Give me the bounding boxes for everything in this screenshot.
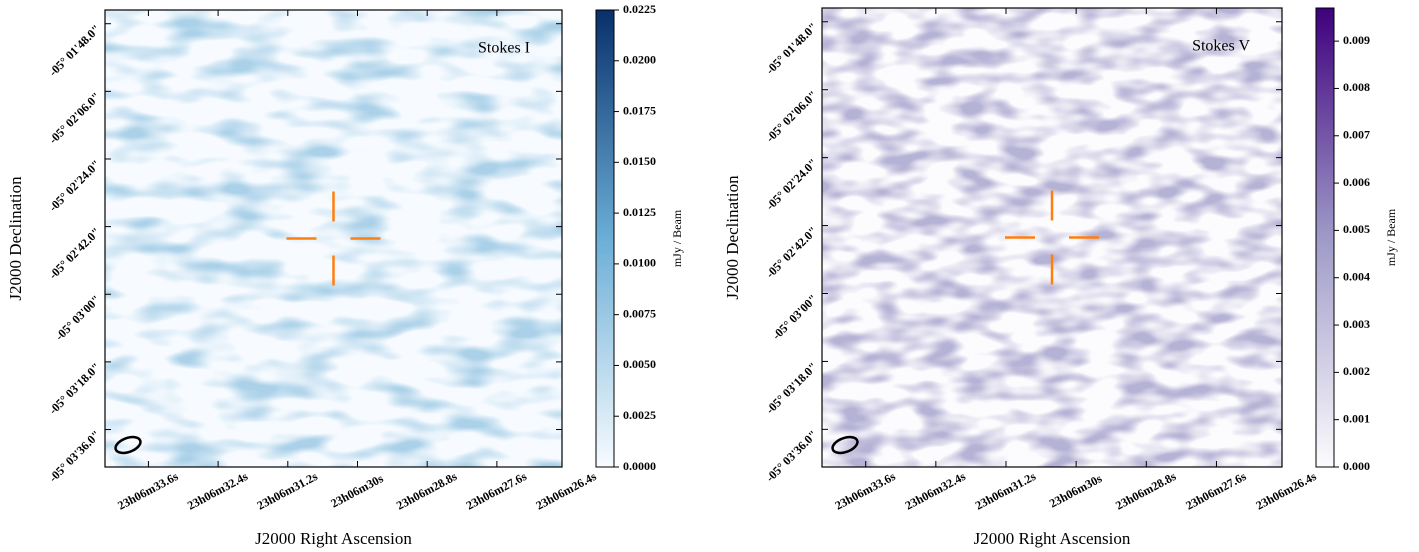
- image-frame: [821, 7, 1283, 468]
- x-axis-label: J2000 Right Ascension: [255, 529, 412, 548]
- x-tick-label: 23h06m27.6s: [464, 469, 529, 513]
- colorbar: [595, 9, 615, 468]
- image-frame: [104, 9, 563, 468]
- y-tick-label: -05° 02'42.0": [763, 224, 820, 281]
- image-noise: [105, 10, 562, 467]
- y-tick-label: -05° 03'18.0": [46, 360, 103, 417]
- colorbar-label: mJy / Beam: [670, 209, 684, 267]
- colorbar: [1315, 7, 1335, 468]
- colorbar-tick-label: 0.008: [1343, 80, 1370, 94]
- colorbar-tick-label: 0.0025: [623, 408, 656, 422]
- x-tick-label: 23h06m30s: [1047, 471, 1104, 510]
- colorbar-tick-label: 0.006: [1343, 175, 1370, 189]
- y-tick-label: -05° 03'00": [769, 292, 820, 343]
- colorbar-tick-label: 0.007: [1343, 128, 1370, 142]
- x-tick-label: 23h06m31.2s: [255, 469, 320, 513]
- beam: [114, 435, 142, 455]
- y-axis-label: J2000 Declination: [6, 176, 25, 301]
- colorbar-label: mJy / Beam: [1384, 208, 1398, 266]
- colorbar-tick-label: 0.0175: [623, 103, 656, 117]
- annotation: Stokes I: [478, 40, 530, 57]
- y-tick-label: -05° 02'06.0": [763, 88, 820, 145]
- colorbar-tick-label: 0.000: [1343, 459, 1370, 473]
- y-tick-label: -05° 03'36.0": [763, 428, 820, 485]
- y-tick-label: -05° 02'24.0": [763, 156, 820, 213]
- beam: [831, 435, 859, 455]
- colorbar-tick-label: 0.004: [1343, 269, 1370, 283]
- colorbar-tick-label: 0.003: [1343, 317, 1370, 331]
- y-tick-label: -05° 02'24.0": [46, 157, 103, 214]
- x-tick-label: 23h06m28.8s: [394, 469, 459, 513]
- y-tick-label: -05° 02'42.0": [46, 225, 103, 282]
- colorbar-tick-label: 0.001: [1343, 411, 1370, 425]
- x-tick-label: 23h06m26.4s: [1253, 469, 1318, 513]
- colorbar-tick-label: 0.0200: [623, 53, 656, 67]
- colorbar-tick-label: 0.005: [1343, 222, 1370, 236]
- colorbar-tick-label: 0.0100: [623, 256, 656, 270]
- x-tick-label: 23h06m27.6s: [1183, 469, 1248, 513]
- x-tick-label: 23h06m33.6s: [115, 469, 180, 513]
- colorbar-tick-label: 0.0225: [623, 2, 656, 16]
- y-tick-label: -05° 01'48.0": [763, 20, 820, 77]
- x-tick-label: 23h06m30s: [328, 471, 385, 510]
- x-tick-label: 23h06m32.4s: [903, 469, 968, 513]
- y-tick-label: -05° 03'00": [52, 292, 103, 343]
- x-axis-label: J2000 Right Ascension: [974, 529, 1131, 548]
- x-tick-label: 23h06m31.2s: [973, 469, 1038, 513]
- colorbar-tick-label: 0.002: [1343, 364, 1370, 378]
- colorbar-tick-label: 0.0125: [623, 205, 656, 219]
- y-tick-label: -05° 03'18.0": [763, 360, 820, 417]
- annotation: Stokes V: [1192, 38, 1250, 55]
- colorbar-tick-label: 0.0075: [623, 306, 656, 320]
- x-tick-label: 23h06m33.6s: [833, 469, 898, 513]
- y-tick-label: -05° 02'06.0": [46, 90, 103, 147]
- y-tick-label: -05° 03'36.0": [46, 428, 103, 485]
- y-tick-label: -05° 01'48.0": [46, 22, 103, 79]
- colorbar-tick-label: 0.0150: [623, 154, 656, 168]
- x-tick-label: 23h06m26.4s: [533, 469, 598, 513]
- x-tick-label: 23h06m32.4s: [185, 469, 250, 513]
- image-noise: [822, 8, 1282, 467]
- colorbar-tick-label: 0.009: [1343, 33, 1370, 47]
- x-tick-label: 23h06m28.8s: [1113, 469, 1178, 513]
- colorbar-tick-label: 0.0000: [623, 459, 656, 473]
- y-axis-label: J2000 Declination: [723, 175, 742, 300]
- colorbar-tick-label: 0.0050: [623, 357, 656, 371]
